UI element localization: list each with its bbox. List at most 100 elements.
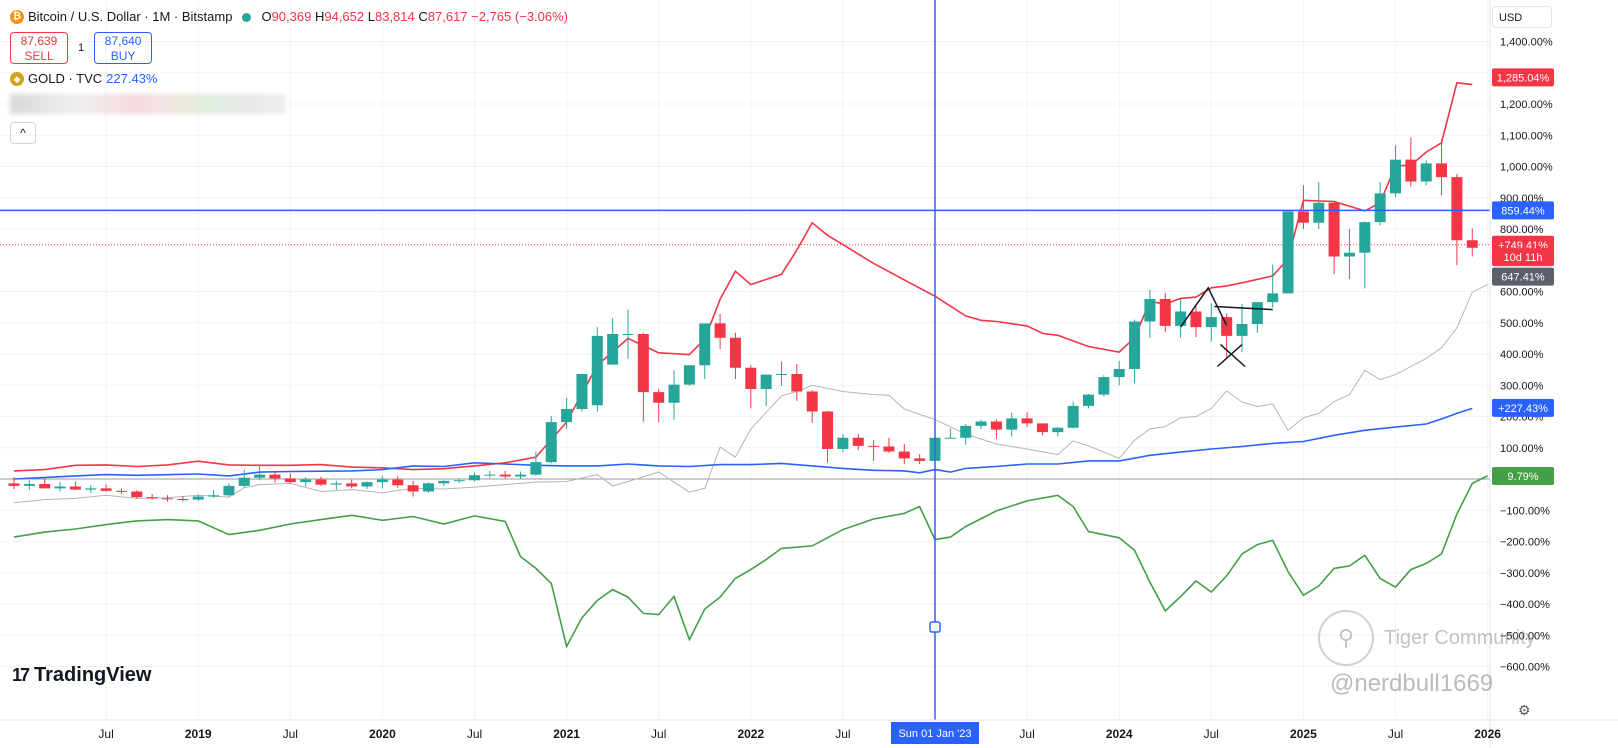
y-tick-label: 800.00% bbox=[1500, 224, 1544, 236]
candle-body bbox=[914, 458, 926, 461]
candle-body bbox=[300, 479, 312, 483]
y-tick-label: 1,200.00% bbox=[1500, 99, 1553, 111]
candle-body bbox=[576, 374, 588, 409]
price-tag-label: +227.43% bbox=[1498, 403, 1548, 415]
candle-body bbox=[683, 365, 695, 385]
trade-buttons: 87,639 SELL 1 87,640 BUY bbox=[10, 32, 568, 64]
candle-body bbox=[1313, 202, 1325, 223]
trendline bbox=[1216, 344, 1243, 368]
candle-body bbox=[39, 484, 51, 489]
grid-lines bbox=[0, 0, 1490, 720]
candle bbox=[576, 374, 588, 412]
y-tick-label: 300.00% bbox=[1500, 380, 1544, 392]
candle bbox=[8, 477, 20, 489]
sell-button[interactable]: 87,639 SELL bbox=[10, 32, 68, 64]
candle-body bbox=[131, 491, 143, 498]
collapse-legend-button[interactable]: ^ bbox=[10, 122, 36, 144]
candle-body bbox=[1420, 163, 1432, 182]
candle bbox=[745, 365, 757, 409]
y-tick-label: 500.00% bbox=[1500, 318, 1544, 330]
candle bbox=[1374, 182, 1386, 226]
candle bbox=[361, 481, 373, 489]
x-tick-label: Jul bbox=[98, 727, 113, 741]
candle-body bbox=[346, 483, 358, 487]
candle bbox=[1405, 137, 1417, 187]
currency-select[interactable]: USD bbox=[1492, 6, 1552, 28]
buy-button[interactable]: 87,640 BUY bbox=[94, 32, 153, 64]
candle-body bbox=[975, 421, 987, 426]
candle-body bbox=[990, 421, 1002, 430]
candle-body bbox=[1374, 193, 1386, 223]
candle-body bbox=[1221, 317, 1233, 336]
bitcoin-icon: ₿ bbox=[10, 10, 24, 24]
candle-body bbox=[208, 495, 220, 497]
candle-body bbox=[361, 482, 373, 487]
x-tick-label: Jul bbox=[1388, 727, 1403, 741]
candle-body bbox=[254, 474, 266, 478]
candle-body bbox=[284, 478, 296, 483]
gold-title: GOLD · TVC bbox=[28, 71, 103, 86]
candle-body bbox=[330, 483, 342, 485]
candle bbox=[561, 397, 573, 429]
candle-body bbox=[1006, 418, 1018, 430]
settings-gear-icon[interactable]: ⚙ bbox=[1518, 702, 1531, 718]
candle-body bbox=[729, 337, 741, 368]
candle bbox=[960, 424, 972, 445]
candle bbox=[806, 390, 818, 423]
candle bbox=[438, 480, 450, 486]
indicator-series-line bbox=[13, 407, 1473, 480]
watermark-community: Tiger Community bbox=[1384, 626, 1536, 649]
candle bbox=[23, 480, 35, 490]
indicator-series-line bbox=[13, 284, 1488, 504]
candle-body bbox=[699, 323, 711, 366]
candlesticks[interactable] bbox=[8, 137, 1478, 502]
candle bbox=[622, 309, 634, 359]
candle bbox=[1113, 360, 1125, 386]
candle-body bbox=[561, 409, 573, 423]
trendline-drawings[interactable] bbox=[1179, 286, 1273, 368]
symbol-title[interactable]: Bitcoin / U.S. Dollar · 1M · Bitstamp bbox=[28, 9, 233, 24]
candle bbox=[1098, 375, 1110, 397]
candle bbox=[914, 454, 926, 464]
candle bbox=[392, 475, 404, 488]
candle bbox=[1236, 304, 1248, 353]
candle-body bbox=[177, 499, 189, 500]
candle bbox=[1159, 292, 1171, 333]
gold-compare-row[interactable]: ◆ GOLD · TVC 227.43% bbox=[10, 70, 568, 88]
trendline bbox=[1179, 286, 1228, 328]
tradingview-logo: 17 TradingView bbox=[12, 664, 151, 687]
price-tag-bg bbox=[1492, 267, 1554, 286]
candle bbox=[284, 473, 296, 484]
candle-body bbox=[422, 483, 434, 492]
price-tag-label: 859.44% bbox=[1501, 205, 1545, 217]
candle-body bbox=[545, 422, 557, 463]
candle bbox=[1083, 394, 1094, 409]
candle-body bbox=[776, 374, 787, 375]
candle bbox=[653, 389, 665, 423]
tradingview-name: TradingView bbox=[34, 664, 152, 686]
candle bbox=[668, 370, 680, 420]
chart-legend: ₿ Bitcoin / U.S. Dollar · 1M · Bitstamp … bbox=[10, 8, 568, 144]
candle bbox=[591, 327, 603, 412]
candle bbox=[1343, 229, 1355, 279]
x-tick-label: Jul bbox=[1204, 727, 1219, 741]
candle-body bbox=[146, 497, 158, 499]
crosshair-date-bg bbox=[891, 722, 979, 744]
trendline bbox=[1214, 305, 1273, 311]
candle-body bbox=[1175, 311, 1187, 326]
candle bbox=[1328, 200, 1340, 274]
candle bbox=[1436, 139, 1448, 196]
y-tick-label: −100.00% bbox=[1500, 505, 1550, 517]
candle bbox=[699, 323, 711, 379]
candle bbox=[1129, 319, 1141, 384]
price-tag-bg bbox=[1492, 248, 1554, 267]
candle bbox=[238, 469, 250, 488]
candle-body bbox=[484, 474, 496, 476]
candle bbox=[1175, 299, 1187, 338]
candle-body bbox=[1359, 222, 1371, 253]
candle-body bbox=[883, 446, 895, 452]
candle-body bbox=[1267, 293, 1279, 303]
gold-icon: ◆ bbox=[10, 72, 24, 86]
